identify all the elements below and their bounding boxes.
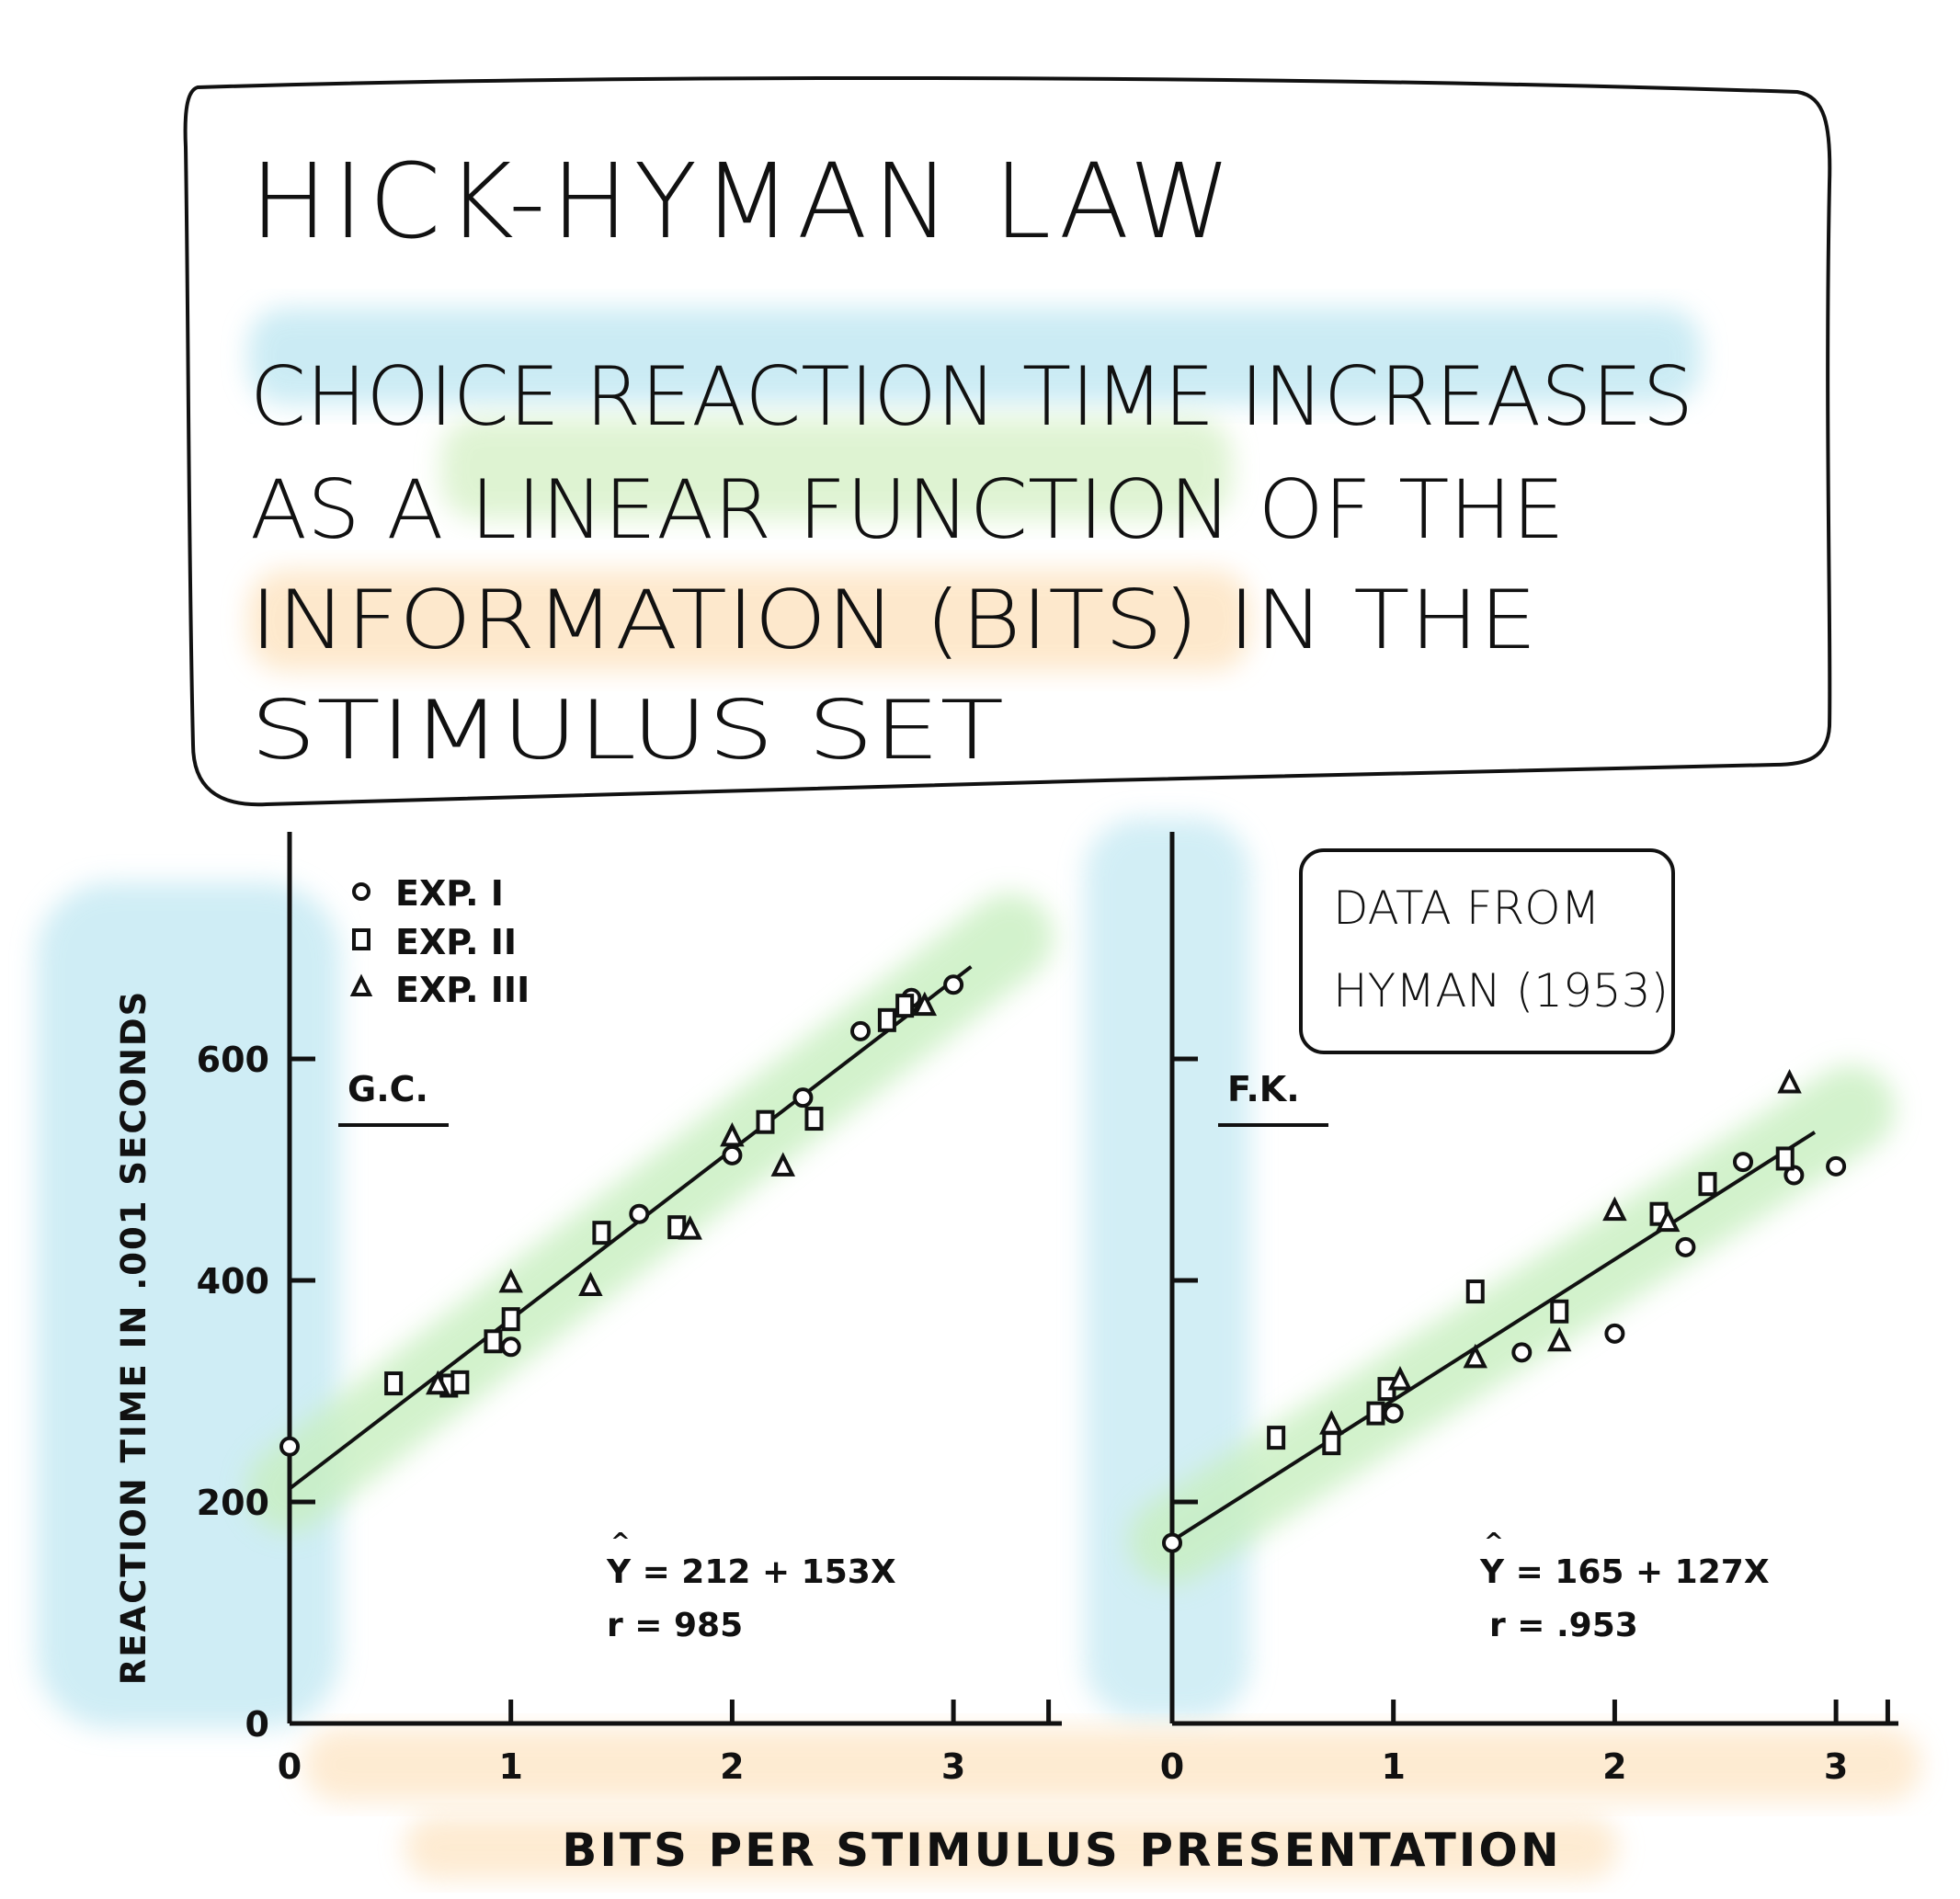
data-point-triangle bbox=[1655, 1207, 1681, 1233]
legend-marker-square bbox=[352, 928, 370, 950]
x-tick-label: 0 bbox=[278, 1746, 302, 1787]
chart-fk: 0 1 2 3 F.K. Y = 165 + 127X^ r = .953 bbox=[1128, 832, 1898, 1787]
data-point-circle bbox=[1826, 1155, 1847, 1177]
regression-equation: Y = 212 + 153X bbox=[606, 1553, 896, 1591]
x-axis-label: BITS PER STIMULUS PRESENTATION bbox=[562, 1824, 1562, 1877]
data-point-circle bbox=[1604, 1323, 1625, 1344]
legend: EXP. I EXP. II EXP. III bbox=[349, 873, 530, 1010]
data-point-triangle bbox=[770, 1152, 795, 1177]
data-point-triangle bbox=[1546, 1326, 1572, 1352]
data-point-circle bbox=[792, 1087, 814, 1109]
data-point-triangle bbox=[1319, 1410, 1344, 1435]
data-point-square bbox=[1322, 1431, 1341, 1456]
data-point-triangle bbox=[426, 1370, 450, 1395]
data-point-circle bbox=[500, 1336, 521, 1358]
hat-symbol: ^ bbox=[610, 1529, 631, 1556]
x-tick-label: 3 bbox=[941, 1746, 965, 1787]
x-tick-label: 1 bbox=[1381, 1746, 1405, 1787]
data-point-circle bbox=[1733, 1152, 1754, 1173]
data-point-square bbox=[1698, 1172, 1717, 1197]
definition-line-1: CHOICE REACTION TIME INCREASES bbox=[250, 349, 1693, 444]
y-tick-label: 0 bbox=[245, 1704, 269, 1745]
x-tick-label: 2 bbox=[720, 1746, 744, 1787]
x-tick-label: 2 bbox=[1602, 1746, 1626, 1787]
data-point-triangle bbox=[678, 1215, 702, 1240]
subject-label: G.C. bbox=[348, 1069, 428, 1109]
data-point-square bbox=[1775, 1146, 1795, 1171]
y-axis-label: REACTION TIME IN .001 SECONDS bbox=[114, 990, 154, 1685]
legend-label-exp-3: EXP. III bbox=[395, 970, 530, 1010]
data-point-triangle bbox=[498, 1268, 523, 1293]
y-tick-label: 600 bbox=[197, 1040, 269, 1080]
data-point-square bbox=[895, 994, 915, 1018]
data-point-square bbox=[1465, 1279, 1485, 1304]
data-point-circle bbox=[850, 1020, 872, 1041]
regression-line bbox=[288, 965, 973, 1491]
y-tick-label: 200 bbox=[197, 1483, 269, 1523]
x-tick-label: 0 bbox=[1160, 1746, 1184, 1787]
y-tick-label: 400 bbox=[197, 1261, 269, 1302]
data-point-square bbox=[450, 1370, 470, 1394]
legend-marker-triangle bbox=[349, 973, 373, 996]
data-point-circle bbox=[1162, 1532, 1182, 1553]
legend-label-exp-1: EXP. I bbox=[395, 873, 504, 914]
correlation-value: r = .953 bbox=[1489, 1607, 1638, 1644]
data-point-square bbox=[877, 1007, 896, 1032]
x-tick-label: 1 bbox=[498, 1746, 522, 1787]
legend-label-exp-2: EXP. II bbox=[395, 922, 517, 962]
data-point-triangle bbox=[1602, 1196, 1627, 1222]
data-point-square bbox=[484, 1329, 503, 1354]
data-point-triangle bbox=[1463, 1343, 1487, 1369]
data-point-square bbox=[1366, 1401, 1385, 1426]
data-point-square bbox=[592, 1221, 611, 1245]
definition-line-3: INFORMATION (BITS) IN THE bbox=[250, 573, 1537, 667]
source-note: DATA FROM HYMAN (1953) bbox=[1299, 848, 1675, 1054]
data-point-circle bbox=[722, 1144, 743, 1166]
data-point-triangle bbox=[912, 991, 938, 1017]
data-point-square bbox=[384, 1371, 404, 1396]
legend-marker-circle bbox=[352, 882, 370, 901]
correlation-value: r = 985 bbox=[607, 1607, 743, 1644]
data-point-triangle bbox=[1777, 1069, 1802, 1094]
title: HICK-HYMAN LAW bbox=[250, 142, 1236, 262]
definition-line-2: AS A LINEAR FUNCTION OF THE bbox=[250, 462, 1565, 557]
data-point-square bbox=[1550, 1299, 1569, 1324]
source-note-line-2: HYMAN (1953) bbox=[1333, 964, 1669, 1018]
header-box bbox=[183, 75, 1832, 807]
data-point-circle bbox=[1383, 1403, 1404, 1424]
definition-line-4: STIMULUS SET bbox=[250, 683, 1004, 778]
data-point-circle bbox=[943, 974, 964, 995]
data-point-circle bbox=[1511, 1342, 1533, 1363]
regression-equation: Y = 165 + 127X bbox=[1479, 1553, 1770, 1591]
data-point-triangle bbox=[578, 1271, 603, 1297]
subject-label: F.K. bbox=[1227, 1069, 1300, 1109]
data-point-circle bbox=[1675, 1236, 1696, 1257]
data-point-circle bbox=[279, 1436, 300, 1457]
hat-symbol: ^ bbox=[1484, 1529, 1504, 1556]
data-point-square bbox=[1267, 1426, 1286, 1450]
data-point-triangle bbox=[1387, 1365, 1413, 1391]
regression-line bbox=[1170, 1131, 1817, 1542]
chart-gc: 0 1 2 3 0 200 400 600 G.C. Y = 212 + 153X^ r = 985 bbox=[197, 832, 1062, 1787]
data-point-circle bbox=[629, 1203, 650, 1224]
data-point-square bbox=[756, 1109, 775, 1134]
data-point-square bbox=[804, 1107, 824, 1131]
data-point-triangle bbox=[720, 1121, 745, 1147]
source-note-line-1: DATA FROM bbox=[1333, 881, 1601, 935]
data-point-square bbox=[501, 1307, 520, 1332]
x-tick-label: 3 bbox=[1824, 1746, 1848, 1787]
